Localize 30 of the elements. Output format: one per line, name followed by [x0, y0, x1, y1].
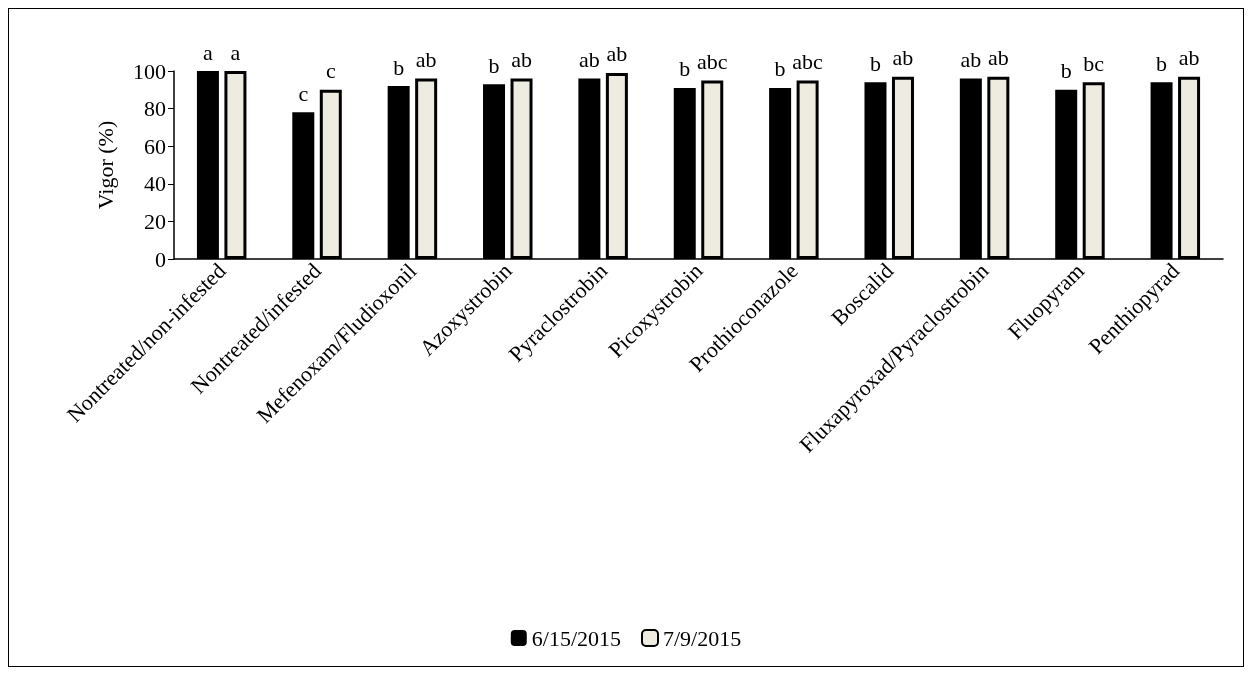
data-label: ab: [892, 45, 914, 71]
data-label: ab: [1178, 45, 1200, 71]
data-label: bc: [1083, 50, 1105, 76]
data-label: a: [230, 39, 241, 65]
y-tick-label: 100: [133, 58, 166, 84]
data-label: b: [488, 52, 500, 78]
data-label: ab: [606, 41, 628, 67]
data-label: c: [298, 80, 309, 106]
data-label: b: [774, 56, 786, 82]
data-label: b: [1060, 58, 1072, 84]
data-label: b: [869, 50, 881, 76]
legend-label: 6/15/2015: [531, 625, 622, 651]
data-label: ab: [511, 47, 532, 73]
data-label: abc: [792, 48, 824, 74]
data-label: ab: [415, 47, 437, 73]
y-tick-label: 80: [144, 96, 166, 122]
data-label: ab: [579, 47, 600, 73]
y-tick-label: 60: [144, 133, 166, 159]
data-label: ab: [987, 45, 1009, 71]
data-label: a: [203, 39, 214, 65]
data-label: c: [325, 58, 336, 84]
data-label: b: [679, 56, 691, 82]
data-label: ab: [960, 47, 982, 73]
legend-label: 7/9/2015: [663, 625, 742, 651]
data-label: b: [1156, 50, 1168, 76]
y-tick-label: 40: [144, 171, 166, 197]
y-tick-label: 20: [144, 208, 166, 234]
data-label: abc: [696, 48, 728, 74]
data-label: b: [393, 54, 405, 80]
y-axis-title: Vigor (%): [92, 120, 118, 210]
